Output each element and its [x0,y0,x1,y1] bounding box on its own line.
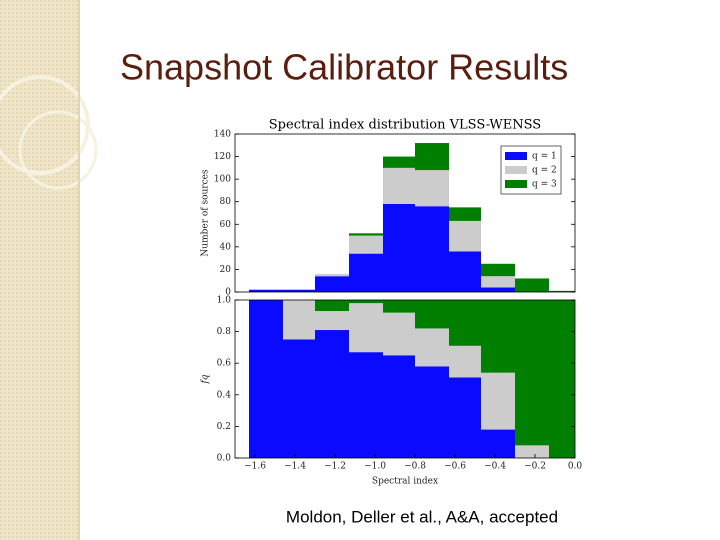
bar-segment [449,345,481,378]
bar-segment [449,251,481,292]
bar-segment [315,311,349,331]
bar-segment [481,429,515,458]
bar-segment [315,330,349,458]
y-tick-label: 140 [214,130,231,140]
x-tick-label: −0.6 [444,462,466,472]
bar-segment [249,289,283,292]
bar-segment [315,300,349,312]
side-strip [0,0,78,540]
y-axis-label: fq [201,374,211,384]
x-tick-label: −1.6 [244,462,266,472]
bar-segment [315,276,349,292]
y-tick-label: 80 [220,197,232,207]
y-tick-label: 40 [220,242,232,252]
bar-segment [283,289,315,292]
y-tick-label: 0.8 [217,327,232,337]
bar-segment [349,235,383,254]
bar-segment [415,328,449,367]
decor-circle [18,110,98,190]
bar-segment [549,290,575,292]
y-tick-label: 120 [214,152,231,162]
bar-segment [515,278,549,292]
x-tick-label: −1.0 [364,462,386,472]
bar-segment [349,352,383,458]
bar-segment [349,303,383,353]
legend-label: q = 1 [532,152,557,162]
legend-swatch [505,166,527,174]
bar-segment [315,273,349,277]
bar-segment [349,253,383,292]
legend-label: q = 2 [532,166,557,176]
bar-segment [283,339,315,458]
bar-segment [449,300,481,346]
bar-segment [481,276,515,288]
y-tick-label: 0.6 [217,359,232,369]
y-tick-label: 0 [225,288,231,298]
caption: Moldon, Deller et al., A&A, accepted [286,507,558,526]
y-tick-label: 20 [220,265,232,275]
bar-segment [481,300,515,373]
bar-segment [383,167,415,204]
bar-segment [383,156,415,168]
slide-title: Snapshot Calibrator Results [120,47,568,88]
y-axis-label: Number of sources [201,169,211,257]
bar-segment [349,233,383,236]
y-tick-label: 60 [220,220,232,230]
chart-title: Spectral index distribution VLSS-WENSS [269,118,541,133]
x-tick-label: 0.0 [568,462,583,472]
plot-frame [234,299,576,459]
x-tick-label: −1.4 [284,462,306,472]
bar-segment [515,445,549,458]
bar-segment [481,287,515,292]
legend-swatch [505,152,527,160]
bar-segment [349,300,383,304]
x-tick-label: −0.2 [524,462,546,472]
y-tick-label: 0.2 [217,422,231,432]
bar-segment [449,207,481,221]
bar-segment [383,203,415,292]
x-tick-label: −0.8 [404,462,426,472]
x-tick-label: −1.2 [324,462,346,472]
legend-label: q = 3 [532,180,557,190]
y-tick-label: 0.0 [217,454,232,464]
bar-segment [283,300,315,340]
y-tick-label: 1.0 [217,296,232,306]
x-tick-label: −0.4 [484,462,506,472]
x-axis-label: Spectral index [372,477,438,487]
bar-segment [249,300,283,458]
bar-segment [415,170,449,207]
bar-segment [549,300,575,458]
bar-segment [383,300,415,313]
plot-frame [234,133,576,293]
bar-segment [449,377,481,458]
y-tick-label: 100 [214,175,231,185]
bar-segment [383,312,415,356]
bar-segment [415,206,449,292]
bar-segment [481,372,515,430]
bar-segment [449,220,481,252]
bar-segment [415,300,449,329]
bar-segment [415,366,449,458]
bar-segment [515,300,549,446]
legend-swatch [505,180,527,188]
y-tick-label: 0.4 [217,390,232,400]
bar-segment [415,143,449,171]
bar-segment [481,263,515,277]
bar-segment [383,355,415,458]
